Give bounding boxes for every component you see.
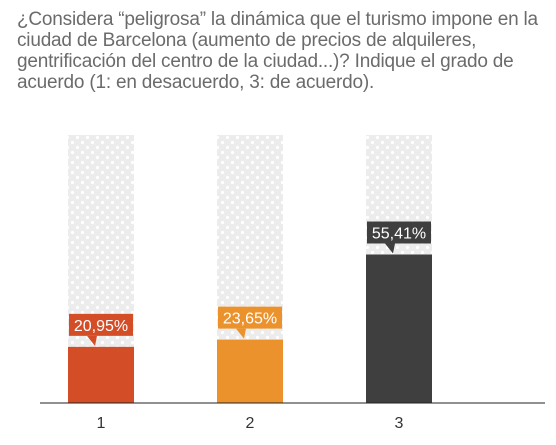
x-tick-label: 3 xyxy=(395,415,404,432)
data-label-text: 55,41% xyxy=(372,226,426,243)
x-tick-label: 2 xyxy=(246,415,255,432)
data-label-3: 55,41% xyxy=(367,221,431,254)
data-label-box xyxy=(69,313,133,336)
data-label-pointer xyxy=(236,328,246,339)
data-label-text: 23,65% xyxy=(223,311,277,328)
bar-2 xyxy=(217,339,283,403)
data-label-box xyxy=(218,306,282,329)
x-tick-label: 1 xyxy=(97,415,106,432)
data-label-box xyxy=(367,221,431,244)
data-label-text: 20,95% xyxy=(74,318,128,335)
data-label-pointer xyxy=(385,243,395,254)
chart-title: ¿Considera “peligrosa” la dinámica que e… xyxy=(17,9,538,93)
bar-3 xyxy=(366,254,432,403)
data-label-1: 20,95% xyxy=(69,313,133,346)
data-label-2: 23,65% xyxy=(218,306,282,339)
data-label-pointer xyxy=(87,335,97,346)
bar-1 xyxy=(68,346,134,403)
